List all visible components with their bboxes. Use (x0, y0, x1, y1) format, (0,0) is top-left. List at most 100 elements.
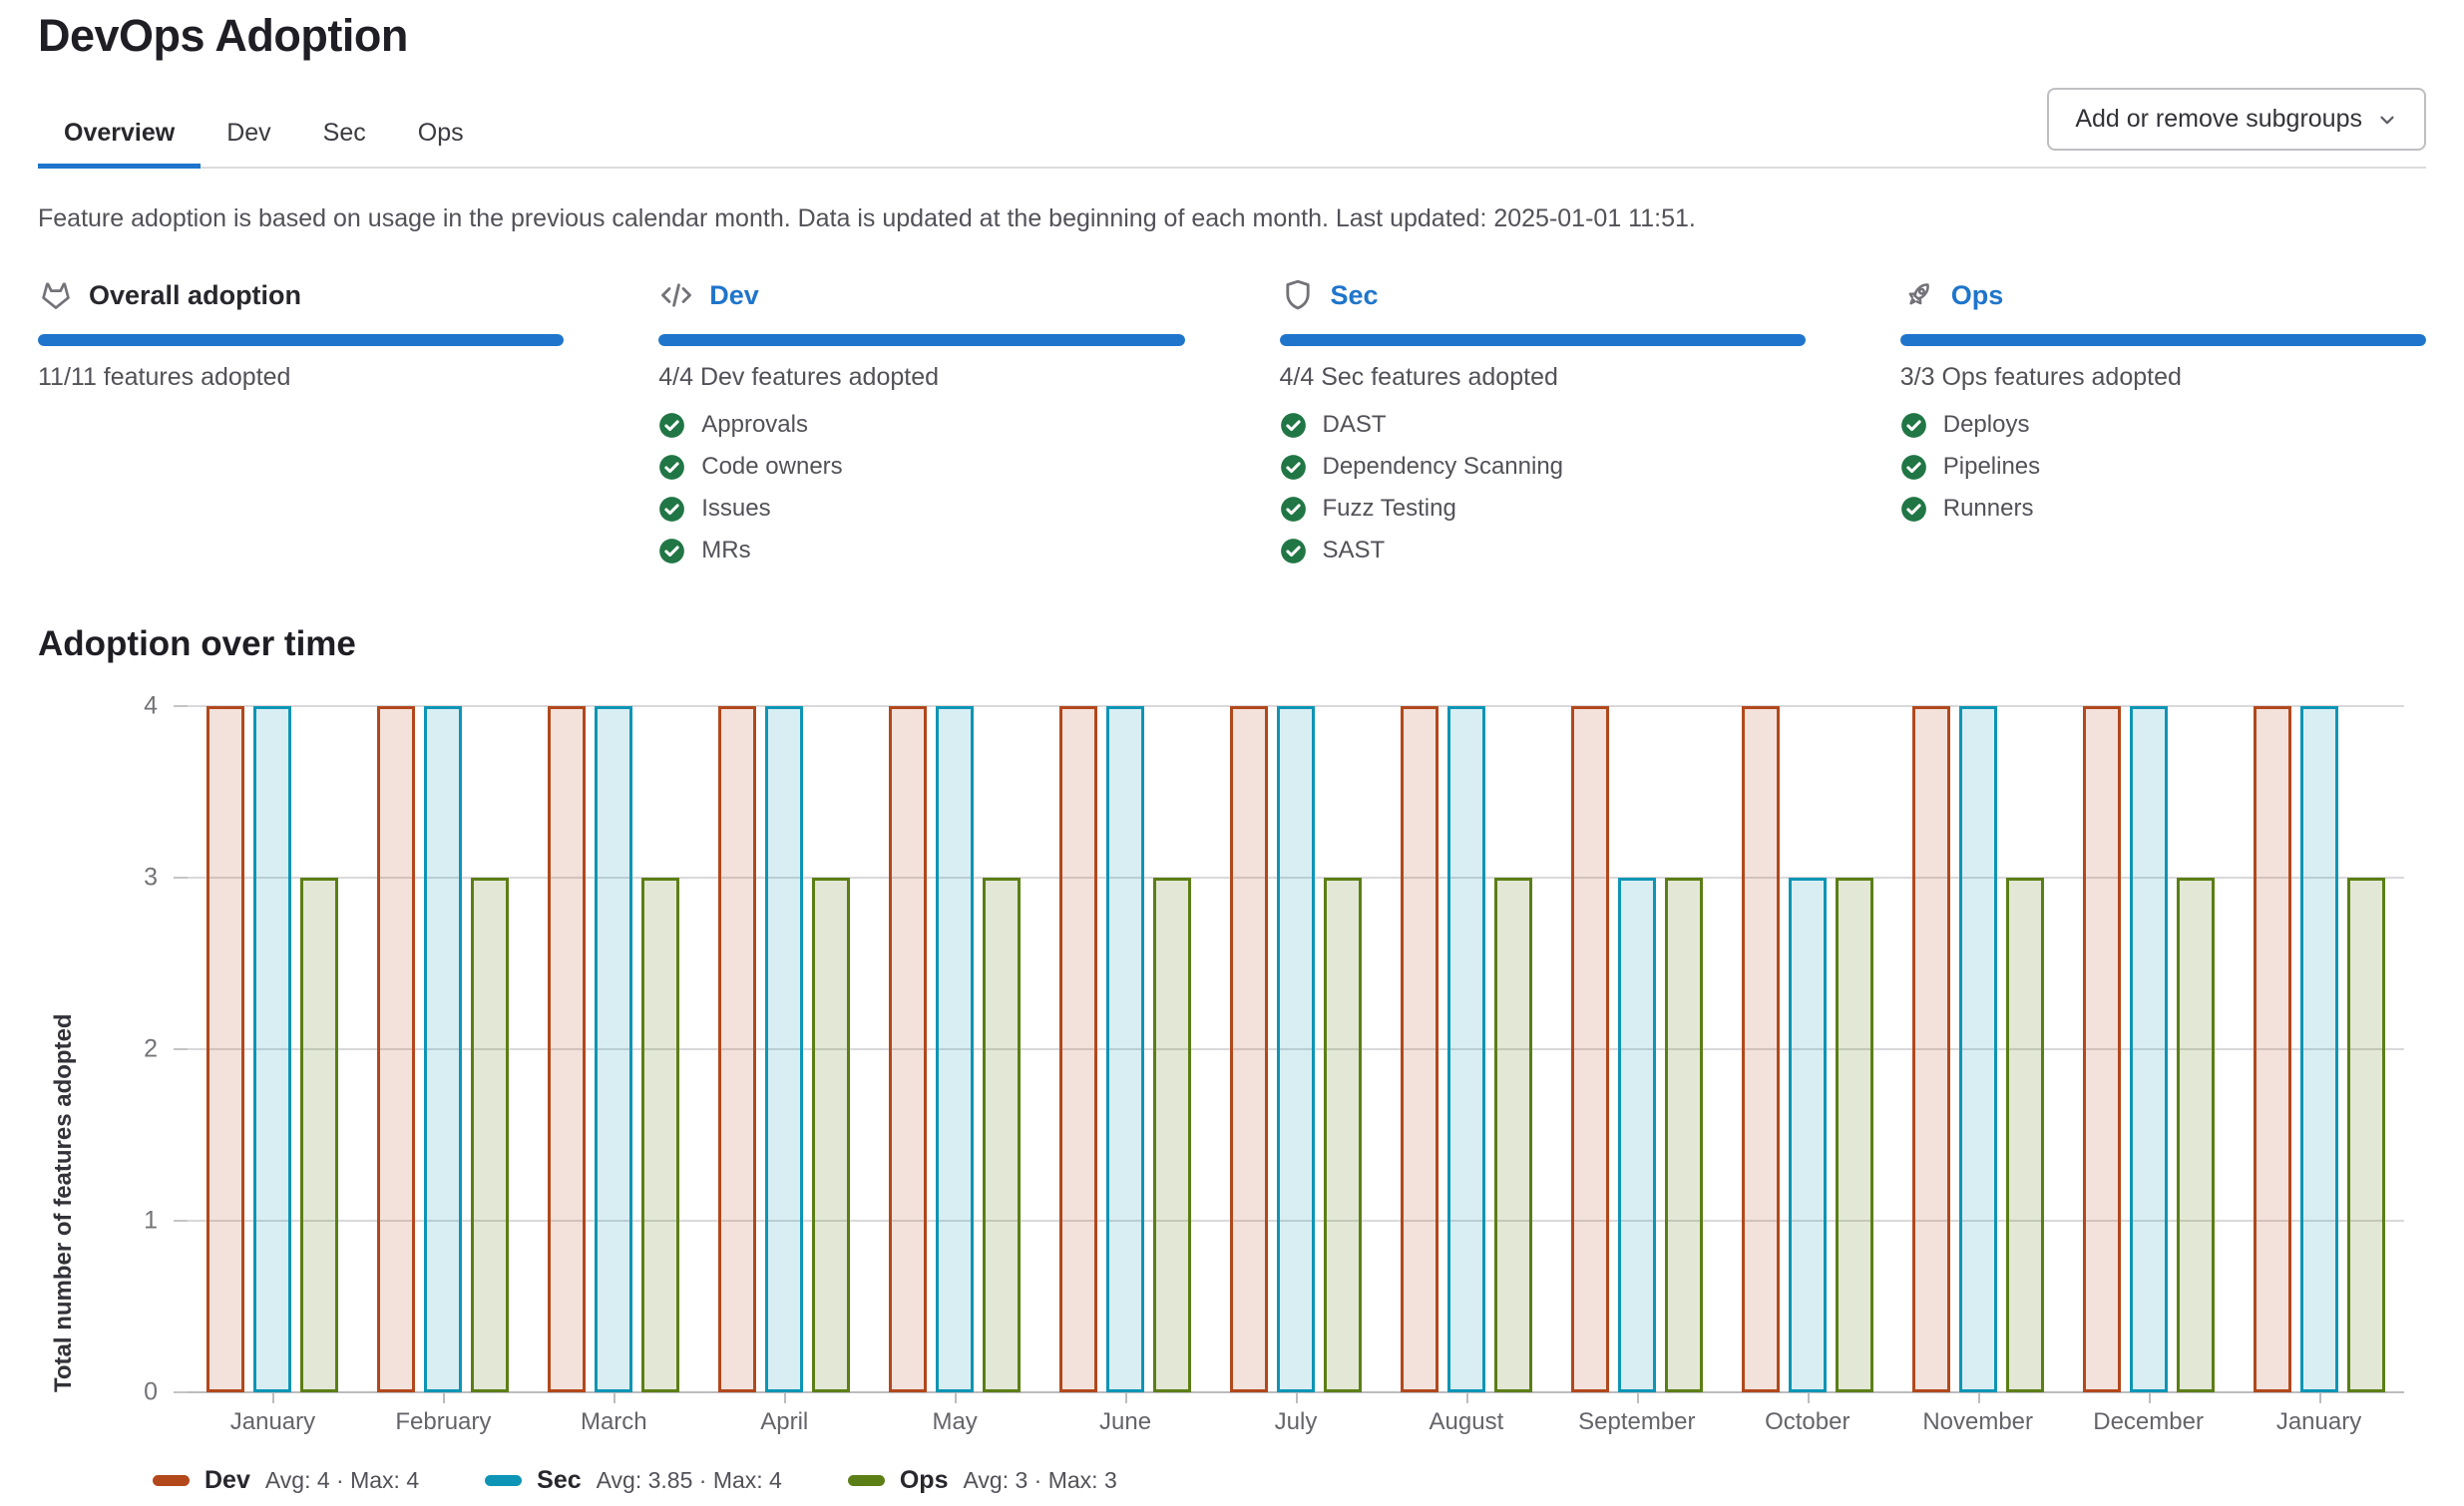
chart-bar-ops[interactable] (812, 878, 851, 1392)
chart-bar-ops[interactable] (641, 878, 680, 1392)
chart-bar-dev[interactable] (889, 706, 928, 1392)
bar-group-january-0 (188, 706, 358, 1403)
progress-bar-fill (38, 334, 565, 346)
column-title-dev[interactable]: Dev (709, 279, 759, 310)
chart-bar-dev[interactable] (1741, 706, 1780, 1392)
legend-item-ops[interactable]: Ops Avg: 3 · Max: 3 (847, 1466, 1117, 1495)
check-circle-icon (1900, 496, 1927, 523)
tab-dev[interactable]: Dev (226, 119, 271, 147)
chart-legend: Dev Avg: 4 · Max: 4 Sec Avg: 3.85 · Max: 4 O… (153, 1466, 2426, 1495)
chart-bar-sec[interactable] (1106, 706, 1145, 1392)
chart-bar-sec[interactable] (595, 706, 633, 1392)
check-circle-icon (1900, 454, 1927, 481)
feature-item: Dependency Scanning (1280, 453, 1806, 481)
chart-bar-sec[interactable] (1446, 706, 1485, 1392)
chart-bar-sec[interactable] (2299, 706, 2338, 1392)
check-circle-icon (1900, 412, 1927, 439)
chart-bar-ops[interactable] (1835, 878, 1873, 1392)
chart-bar-dev[interactable] (1059, 706, 1098, 1392)
chart-bar-ops[interactable] (1493, 878, 1532, 1392)
last-updated-note: Feature adoption is based on usage in th… (38, 204, 1696, 232)
features-adopted-count: 4/4 Dev features adopted (658, 363, 939, 391)
feature-label: SAST (1322, 537, 1386, 564)
tab-overview[interactable]: Overview (38, 101, 202, 169)
chart-bar-dev[interactable] (1229, 706, 1268, 1392)
chart-bar-dev[interactable] (1570, 706, 1609, 1392)
legend-item-dev[interactable]: Dev Avg: 4 · Max: 4 (153, 1466, 419, 1495)
chart-bar-dev[interactable] (206, 706, 245, 1392)
feature-label: Code owners (701, 453, 843, 480)
feature-label: Approvals (701, 411, 808, 438)
x-axis-label: May (932, 1408, 978, 1435)
x-axis-labels: January February March April May June July Augu… (188, 1408, 2404, 1436)
feature-item: Runners (1900, 495, 2426, 523)
chart-bar-dev[interactable] (718, 706, 757, 1392)
x-tick-mark (1977, 1392, 1980, 1403)
chart-bar-dev[interactable] (548, 706, 587, 1392)
gridline-y-1 (188, 1220, 2404, 1222)
chart-bar-sec[interactable] (1617, 878, 1656, 1392)
x-tick-mark (272, 1392, 275, 1403)
x-axis-label: April (760, 1408, 809, 1435)
chart-bar-sec[interactable] (1788, 878, 1827, 1392)
chart-bar-ops[interactable] (1664, 878, 1703, 1392)
gridline-y-3 (188, 877, 2404, 879)
chart-bar-sec[interactable] (2129, 706, 2168, 1392)
chart-bar-sec[interactable] (936, 706, 975, 1392)
chart-bar-dev[interactable] (2082, 706, 2121, 1392)
tab-sec[interactable]: Sec (322, 119, 366, 147)
feature-list: Deploys Pipelines Runners (1900, 411, 2426, 523)
x-tick-mark (955, 1392, 958, 1403)
chevron-down-icon (2376, 109, 2398, 131)
feature-label: MRs (701, 537, 751, 564)
chart-bar-ops[interactable] (300, 878, 339, 1392)
progress-bar-fill (1899, 334, 2426, 346)
chart-bar-ops[interactable] (2346, 878, 2385, 1392)
x-axis-label: November (1922, 1408, 2034, 1435)
legend-series-stats: Avg: 3 · Max: 3 (963, 1467, 1117, 1493)
chart-bar-dev[interactable] (377, 706, 416, 1392)
column-header: Sec (1280, 277, 1806, 313)
feature-label: Fuzz Testing (1322, 495, 1456, 522)
check-circle-icon (658, 496, 685, 523)
chart-bar-dev[interactable] (1400, 706, 1438, 1392)
bar-group-september-8 (1551, 706, 1722, 1403)
chart-bar-ops[interactable] (2176, 878, 2215, 1392)
x-tick-mark (784, 1392, 787, 1403)
tabs: Overview Dev Sec Ops (38, 101, 490, 169)
x-tick-mark (1807, 1392, 1810, 1403)
chart-bar-sec[interactable] (1276, 706, 1315, 1392)
legend-series-name: Dev (205, 1466, 250, 1494)
tab-ops[interactable]: Ops (417, 119, 464, 147)
y-tick-mark (174, 705, 188, 707)
features-adopted-count: 3/3 Ops features adopted (1899, 363, 2182, 391)
feature-label: Pipelines (1942, 453, 2041, 480)
chart-bar-ops[interactable] (983, 878, 1022, 1392)
chart-bar-sec[interactable] (253, 706, 292, 1392)
feature-label: Deploys (1942, 411, 2030, 438)
chart-bar-sec[interactable] (765, 706, 804, 1392)
legend-series-stats: Avg: 4 · Max: 4 (264, 1467, 420, 1493)
chart-bar-sec[interactable] (424, 706, 463, 1392)
add-or-remove-subgroups-button[interactable]: Add or remove subgroups (2047, 88, 2426, 151)
legend-series-name: Sec (537, 1466, 582, 1494)
legend-item-sec[interactable]: Sec Avg: 3.85 · Max: 4 (485, 1466, 782, 1495)
y-tick-mark (174, 1391, 188, 1393)
x-axis-label: January (2275, 1408, 2362, 1435)
legend-swatch-sec (485, 1475, 523, 1486)
chart-bar-dev[interactable] (1911, 706, 1950, 1392)
chart-bar-ops[interactable] (1323, 878, 1362, 1392)
tanuki-icon (38, 277, 74, 313)
page-title: DevOps Adoption (38, 10, 408, 61)
column-title-sec[interactable]: Sec (1330, 279, 1379, 310)
chart-bar-dev[interactable] (2253, 706, 2291, 1392)
y-tick-mark (174, 877, 188, 879)
chart-bar-ops[interactable] (1153, 878, 1192, 1392)
chart-bar-sec[interactable] (1958, 706, 1997, 1392)
check-circle-icon (1280, 496, 1307, 523)
chart-bar-ops[interactable] (2005, 878, 2044, 1392)
column-title-ops[interactable]: Ops (1950, 279, 2004, 310)
feature-list: DAST Dependency Scanning Fuzz Testing SAST (1280, 411, 1806, 565)
chart-bar-ops[interactable] (471, 878, 510, 1392)
y-tick-label-0: 0 (144, 1377, 158, 1406)
